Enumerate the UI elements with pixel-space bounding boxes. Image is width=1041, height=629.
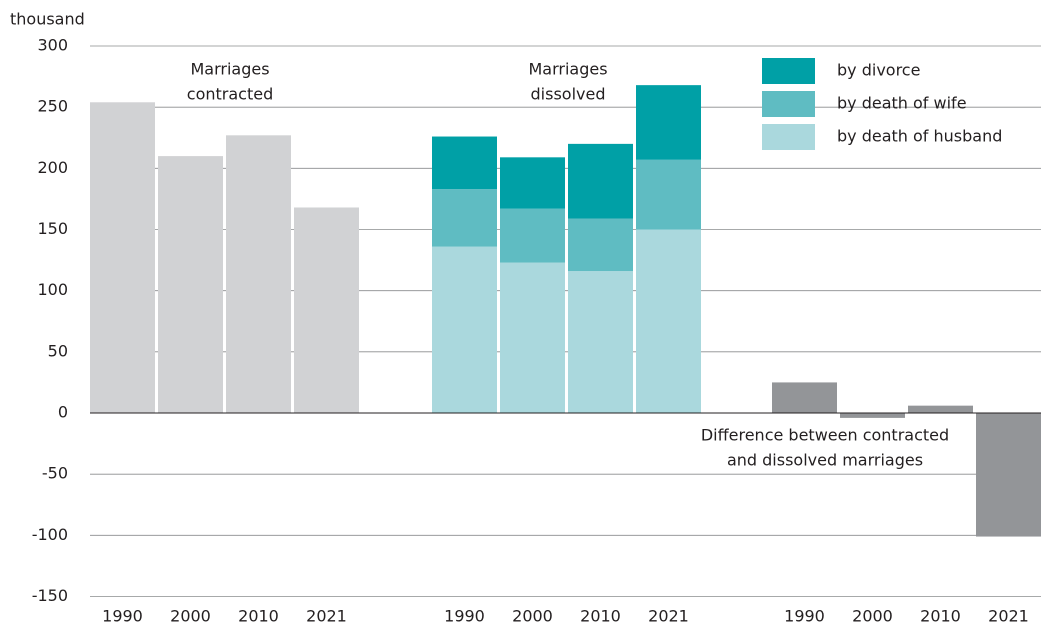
- x-tick-label: 2000: [512, 607, 553, 626]
- bar-segment: [294, 207, 359, 413]
- bar-segment: [568, 218, 633, 272]
- y-tick-label: 300: [37, 36, 68, 55]
- y-tick-label: 0: [58, 403, 68, 422]
- x-tick-label: 2010: [920, 607, 961, 626]
- group-label: Marriages: [190, 60, 269, 79]
- bar-segment: [636, 85, 701, 160]
- bar-segment: [840, 413, 905, 418]
- group-label: dissolved: [531, 85, 606, 104]
- y-tick-label: -150: [32, 586, 68, 605]
- x-tick-label: 1990: [784, 607, 825, 626]
- legend-label: by death of husband: [837, 127, 1002, 146]
- y-tick-label: 200: [37, 158, 68, 177]
- y-tick-label: 250: [37, 97, 68, 116]
- x-tick-label: 2021: [988, 607, 1029, 626]
- bar-segment: [432, 136, 497, 190]
- y-tick-label: 50: [48, 341, 68, 360]
- y-tick-label: -100: [32, 525, 68, 544]
- bar-segment: [432, 189, 497, 247]
- legend-label: by divorce: [837, 61, 920, 80]
- group-label: contracted: [187, 85, 273, 104]
- bar-segment: [432, 246, 497, 413]
- group-label: and dissolved marriages: [727, 451, 923, 470]
- legend-label: by death of wife: [837, 94, 967, 113]
- bar-segment: [90, 102, 155, 414]
- bar-segment: [908, 405, 973, 413]
- x-tick-label: 2021: [306, 607, 347, 626]
- bar-segment: [500, 208, 565, 263]
- y-axis-label: thousand: [10, 10, 85, 29]
- x-tick-label: 1990: [444, 607, 485, 626]
- bar-segment: [500, 157, 565, 209]
- x-tick-label: 2000: [170, 607, 211, 626]
- x-tick-label: 2010: [238, 607, 279, 626]
- bar-segment: [976, 413, 1041, 537]
- bar-segment: [636, 229, 701, 413]
- legend-swatch: [762, 58, 815, 84]
- bar-segment: [226, 135, 291, 413]
- bar-segment: [636, 159, 701, 230]
- bar-segment: [158, 156, 223, 413]
- x-tick-label: 2021: [648, 607, 689, 626]
- bar-segment: [772, 382, 837, 413]
- x-tick-label: 1990: [102, 607, 143, 626]
- bar-segment: [568, 271, 633, 413]
- bar-segment: [568, 143, 633, 219]
- y-tick-label: -50: [42, 464, 68, 483]
- legend-swatch: [762, 124, 815, 150]
- y-tick-label: 150: [37, 219, 68, 238]
- y-tick-label: 100: [37, 280, 68, 299]
- group-label: Difference between contracted: [701, 426, 949, 445]
- bar-segment: [500, 262, 565, 413]
- x-tick-label: 2000: [852, 607, 893, 626]
- x-tick-label: 2010: [580, 607, 621, 626]
- group-label: Marriages: [528, 60, 607, 79]
- legend-swatch: [762, 91, 815, 117]
